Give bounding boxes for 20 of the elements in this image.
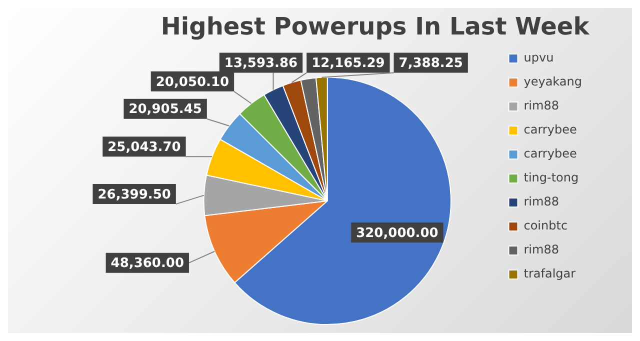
- data-label: 48,360.00: [110, 256, 184, 272]
- legend-label: rim88: [524, 98, 559, 113]
- data-label: 26,399.50: [98, 187, 171, 202]
- legend-label: rim88: [524, 242, 559, 257]
- legend-label: carrybee: [524, 146, 577, 161]
- data-label: 25,043.70: [108, 140, 181, 156]
- data-label: 12,165.29: [312, 56, 385, 72]
- data-label: 320,000.00: [356, 226, 438, 241]
- legend-label: yeyakang: [524, 74, 582, 89]
- legend-label: upvu: [524, 50, 554, 65]
- legend-label: coinbtc: [524, 218, 568, 233]
- chart-title: Highest Powerups In Last Week: [160, 12, 590, 41]
- legend-label: rim88: [524, 194, 559, 209]
- legend-label: ting-tong: [524, 170, 579, 185]
- legend-label: carrybee: [524, 122, 577, 137]
- data-label: 20,050.10: [156, 74, 230, 90]
- legend-label: trafalgar: [524, 266, 576, 281]
- data-label: 7,388.25: [398, 56, 463, 72]
- data-label: 13,593.86: [224, 56, 298, 72]
- data-label: 20,905.45: [128, 102, 202, 118]
